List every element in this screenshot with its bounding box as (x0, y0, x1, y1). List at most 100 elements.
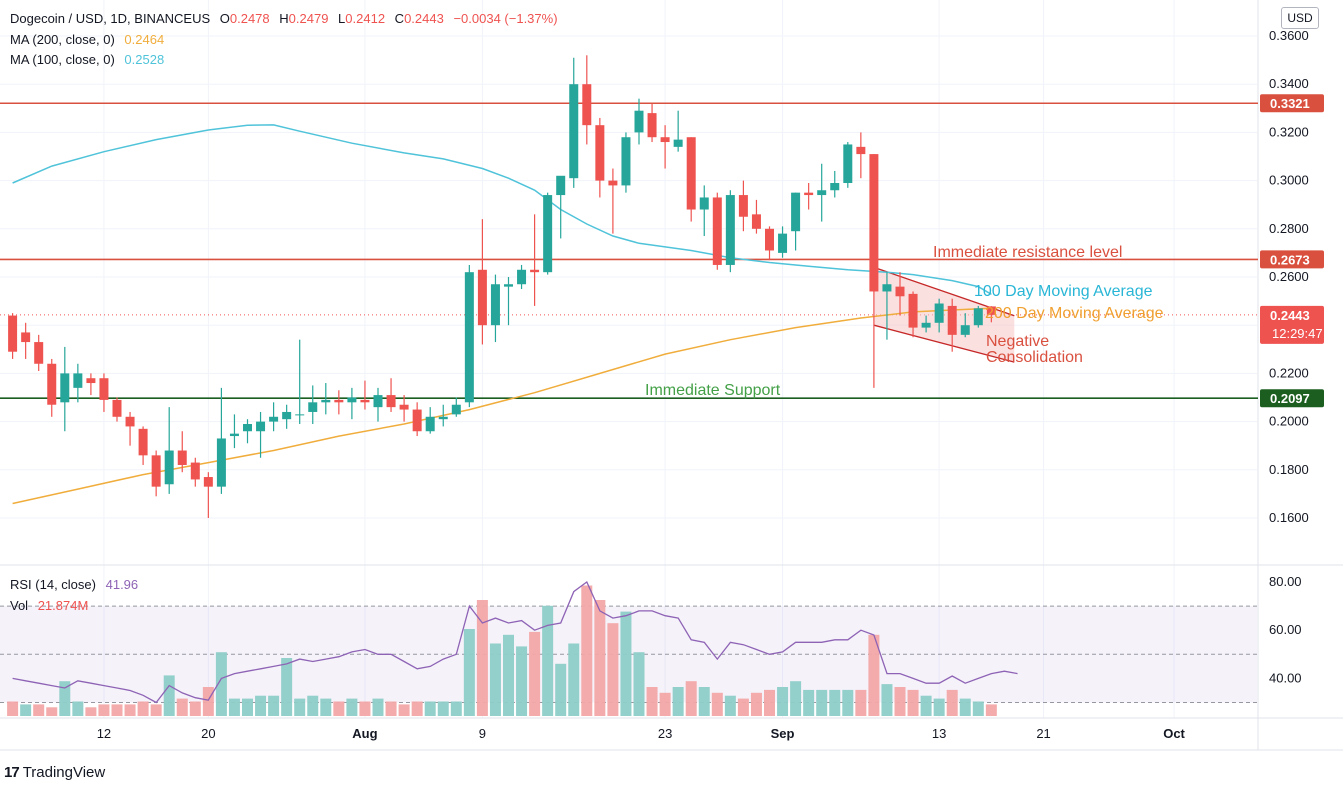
time-tick-label: 9 (479, 726, 486, 741)
volume-bar (972, 701, 984, 716)
candle-body (973, 308, 983, 326)
volume-bar (750, 692, 762, 716)
candle-body (451, 404, 461, 415)
time-tick-label: Oct (1163, 726, 1185, 741)
candle-body (921, 322, 931, 328)
volume-bar (985, 704, 997, 716)
time-tick-label: 23 (658, 726, 672, 741)
open-label: O (219, 11, 230, 26)
volume-bar (568, 643, 580, 716)
candle-body (556, 175, 566, 196)
candle-body (765, 228, 774, 251)
time-tick-label: Sep (771, 726, 795, 741)
volume-bar (46, 707, 58, 716)
close-label: C (394, 11, 405, 26)
candle-body (647, 113, 657, 138)
volume-bar (476, 600, 488, 716)
volume-bar (294, 698, 306, 716)
volume-bar (555, 663, 567, 716)
candle-body (164, 450, 174, 485)
time-tick-label: Aug (352, 726, 377, 741)
volume-bar (685, 681, 697, 716)
price-tick-label: 0.3600 (1269, 28, 1309, 43)
candle-body (804, 192, 814, 196)
ma100-legend[interactable]: MA (100, close, 0) 0.2528 (10, 51, 164, 68)
candle-body (699, 197, 709, 210)
price-tick-label: 0.2000 (1269, 414, 1309, 429)
ma200-value: 0.2464 (124, 32, 165, 47)
rsi-tick-label: 80.00 (1269, 574, 1302, 589)
candle-body (373, 395, 383, 408)
ma200-label: MA (200, close, 0) (10, 32, 115, 47)
price-tick-label: 0.2600 (1269, 269, 1309, 284)
channel-bottom-line (873, 324, 1015, 363)
volume-bar (959, 698, 971, 716)
tradingview-logo-icon: 17 (4, 764, 20, 781)
candle-body (725, 195, 735, 265)
volume-bar (202, 687, 214, 716)
support-price-label-text: 0.2097 (1270, 391, 1310, 406)
volume-bar (320, 698, 332, 716)
volume-bar (437, 701, 449, 716)
volume-bar (111, 704, 123, 716)
volume-bar (163, 675, 175, 716)
candle-body (34, 342, 44, 364)
candle-body (347, 397, 357, 403)
volume-bar (398, 704, 410, 716)
candle-body (582, 84, 592, 126)
time-tick-label: 21 (1036, 726, 1050, 741)
volume-bar (855, 689, 867, 716)
candle-body (608, 180, 618, 186)
close-value: 0.2443 (404, 11, 444, 26)
volume-bar (489, 643, 501, 716)
ma200-legend[interactable]: MA (200, close, 0) 0.2464 (10, 31, 164, 48)
volume-bar (842, 689, 854, 716)
volume-label: Vol (10, 598, 29, 613)
candle-body (621, 137, 631, 186)
current-price-label-countdown: 12:29:47 (1272, 326, 1323, 341)
volume-bar (228, 698, 240, 716)
rsi-legend[interactable]: RSI (14, close) 41.96 (10, 576, 138, 593)
volume-bar (777, 687, 789, 716)
volume-bar (907, 689, 919, 716)
candle-body (269, 416, 279, 422)
resistance-annotation: Immediate resistance level (933, 244, 1122, 261)
candle-body (751, 214, 761, 229)
tradingview-branding[interactable]: 17 TradingView (4, 764, 105, 781)
candle-body (895, 286, 905, 297)
volume-bar (881, 684, 893, 716)
volume-bar (581, 585, 593, 716)
candle-body (569, 84, 579, 179)
price-tick-label: 0.1600 (1269, 510, 1309, 525)
volume-bar (20, 704, 32, 716)
resistance2-price-label-text: 0.2673 (1270, 252, 1310, 267)
candles (8, 55, 996, 518)
volume-bar (659, 692, 671, 716)
candle-body (934, 303, 944, 323)
candle-body (8, 315, 18, 352)
time-tick-label: 12 (97, 726, 111, 741)
volume-bar (672, 687, 684, 716)
volume-bar (737, 698, 749, 716)
candle-body (243, 424, 252, 432)
candle-body (99, 378, 109, 400)
price-tick-label: 0.3000 (1269, 173, 1309, 188)
volume-bar (764, 689, 775, 716)
volume-bar (463, 629, 475, 716)
current-price-label-box (1260, 305, 1324, 344)
candle-body (986, 306, 996, 315)
volume-legend[interactable]: Vol 21.874M (10, 597, 88, 614)
candle-body (947, 305, 957, 335)
currency-button[interactable]: USD (1281, 7, 1319, 29)
candle-body (673, 139, 683, 147)
volume-bar (646, 687, 658, 716)
volume-bar (333, 701, 345, 716)
volume-bar (829, 689, 841, 716)
candle-body (490, 284, 500, 326)
change-value: −0.0034 (−1.37%) (453, 11, 558, 26)
candle-body (530, 269, 540, 273)
volume-bar (424, 701, 436, 716)
time-tick-label: 20 (201, 726, 215, 741)
low-value: 0.2412 (345, 11, 386, 26)
